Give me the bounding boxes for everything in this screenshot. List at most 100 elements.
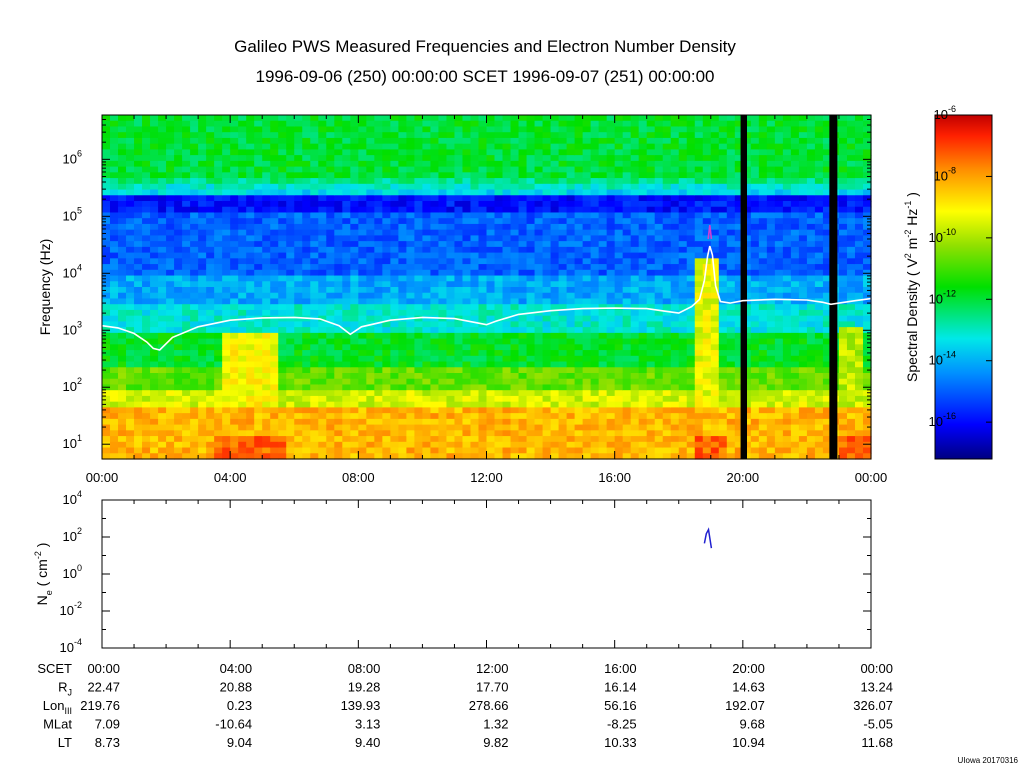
- spectrogram-cell: [270, 361, 279, 368]
- spectrogram-cell: [494, 246, 504, 254]
- spectrogram-cell: [366, 355, 375, 363]
- spectrogram-cell: [182, 418, 191, 426]
- spectrogram-cell: [310, 384, 319, 391]
- spectrogram-cell: [246, 390, 255, 397]
- spectrogram-cell: [734, 453, 744, 460]
- spectrogram-cell: [126, 395, 135, 403]
- spectrogram-cell: [574, 160, 584, 168]
- spectrogram-cell: [150, 413, 159, 420]
- spectrogram-cell: [718, 155, 728, 162]
- spectrogram-cell: [246, 304, 255, 311]
- spectrogram-cell: [734, 292, 744, 300]
- spectrogram-cell: [398, 355, 407, 363]
- spectrogram-cell: [422, 430, 432, 437]
- spectrogram-cell: [398, 327, 407, 334]
- spectrogram-cell: [542, 132, 552, 139]
- spectrogram-cell: [398, 120, 407, 128]
- spectrogram-cell: [318, 453, 327, 460]
- spectrogram-cell: [566, 166, 576, 173]
- spectrogram-cell: [270, 441, 279, 449]
- spectrogram-cell: [350, 115, 359, 122]
- spectrogram-cell: [310, 361, 319, 368]
- spectrogram-cell: [606, 178, 616, 185]
- spectrogram-cell: [638, 166, 648, 173]
- spectrogram-cell: [238, 149, 247, 156]
- spectrogram-cell: [614, 436, 624, 443]
- spectrogram-cell: [110, 143, 119, 150]
- spectrogram-cell: [270, 327, 279, 334]
- spectrogram-cell: [254, 155, 263, 162]
- spectrogram-cell: [478, 115, 488, 122]
- spectrogram-cell: [238, 132, 247, 139]
- spectrogram-cell: [558, 264, 568, 271]
- spectrogram-cell: [174, 258, 183, 265]
- spectrogram-cell: [254, 264, 263, 271]
- spectrogram-cell: [390, 235, 399, 242]
- spectrogram-cell: [758, 183, 768, 191]
- spectrogram-cell: [294, 126, 303, 133]
- spectrogram-cell: [630, 246, 640, 254]
- spectrogram-cell: [630, 441, 640, 449]
- spectrogram-cell: [582, 252, 592, 259]
- spectrogram-cell: [758, 137, 768, 145]
- spectrogram-cell: [494, 373, 504, 380]
- spectrogram-cell: [686, 212, 696, 219]
- spectrogram-cell: [414, 447, 424, 454]
- spectrogram-cell: [462, 252, 472, 259]
- spectrogram-cell: [182, 315, 191, 322]
- spectrogram-cell: [598, 189, 608, 196]
- spectrogram-cell: [102, 441, 111, 449]
- spectrogram-cell: [310, 212, 319, 219]
- spectrogram-cell: [462, 407, 472, 414]
- spectrogram-cell: [686, 327, 696, 334]
- spectrogram-cell: [574, 453, 584, 460]
- spectrogram-cell: [278, 229, 287, 236]
- spectrogram-cell: [350, 258, 359, 265]
- spectrogram-cell: [510, 212, 520, 219]
- spectrogram-cell: [430, 390, 440, 397]
- spectrogram-cell: [358, 287, 367, 294]
- spectrogram-cell: [446, 436, 456, 443]
- spectrogram-cell: [294, 367, 303, 374]
- spectrogram-cell: [582, 344, 592, 351]
- spectrogram-cell: [598, 246, 608, 254]
- spectrogram-cell: [374, 143, 383, 150]
- spectrogram-cell: [734, 304, 744, 311]
- spectrogram-cell: [198, 384, 207, 391]
- spectrogram-cell: [662, 258, 672, 265]
- spectrogram-cell: [334, 149, 343, 156]
- spectrogram-cell: [438, 321, 448, 328]
- spectrogram-cell: [230, 338, 239, 345]
- spectrogram-cell: [118, 120, 127, 128]
- spectrogram-cell: [534, 241, 544, 248]
- spectrogram-cell: [278, 315, 287, 322]
- spectrogram-cell: [558, 361, 568, 368]
- spectrogram-cell: [758, 218, 768, 225]
- spectrogram-cell: [350, 183, 359, 191]
- spectrogram-cell: [550, 264, 560, 271]
- spectrogram-cell: [414, 132, 424, 139]
- spectrogram-cell: [150, 453, 159, 460]
- spectrogram-cell: [222, 453, 231, 460]
- spectrogram-cell: [302, 143, 311, 150]
- spectrogram-cell: [494, 212, 504, 219]
- spectrogram-cell: [342, 206, 351, 214]
- spectrogram-cell: [702, 384, 712, 391]
- spectrogram-cell: [422, 355, 432, 363]
- figure-title-line2: 1996-09-06 (250) 00:00:00 SCET 1996-09-0…: [255, 67, 714, 86]
- spectrogram-cell: [142, 292, 151, 300]
- spectrogram-cell: [358, 241, 367, 248]
- spectrogram-cell: [550, 143, 560, 150]
- spectrogram-cell: [526, 315, 536, 322]
- spectrogram-cell: [646, 189, 656, 196]
- spectrogram-cell: [222, 327, 231, 334]
- spectrogram-cell: [502, 115, 512, 122]
- spectrogram-cell: [406, 309, 416, 317]
- spectrogram-cell: [734, 241, 744, 248]
- spectrogram-cell: [750, 195, 760, 202]
- spectrogram-cell: [614, 235, 624, 242]
- spectrogram-cell: [150, 235, 159, 242]
- spectrogram-cell: [206, 195, 215, 202]
- spectrogram-cell: [342, 218, 351, 225]
- spectrogram-cell: [358, 166, 367, 173]
